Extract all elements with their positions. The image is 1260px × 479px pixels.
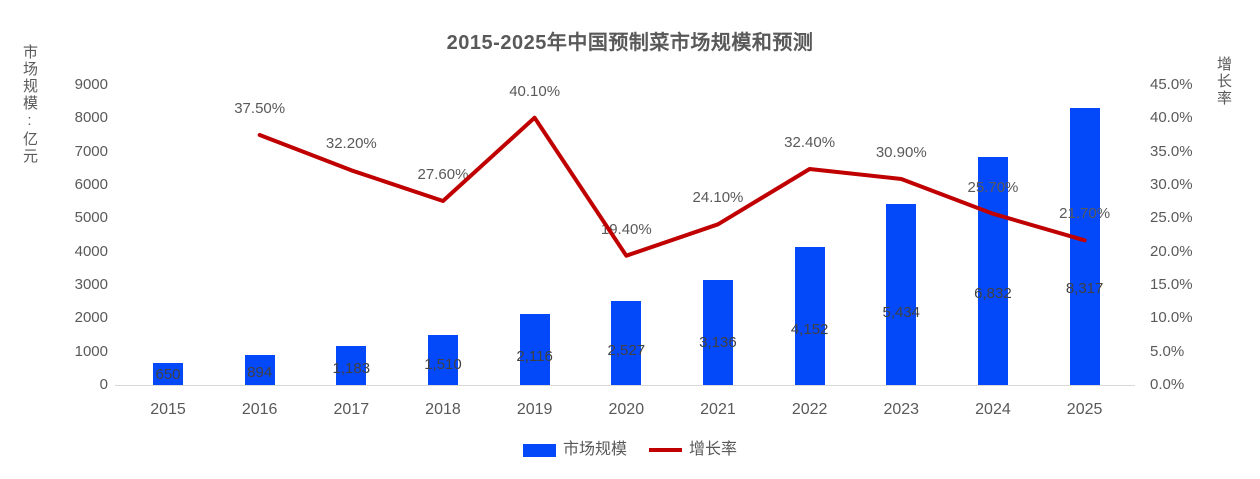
x-axis-tick: 2016 [241, 401, 278, 418]
y-axis-tick-left: 2000 [74, 309, 108, 327]
y-axis-tick-left: 3000 [74, 276, 108, 293]
line-value-label: 27.60% [417, 166, 469, 183]
line-value-label: 37.50% [234, 100, 286, 117]
x-axis-tick: 2025 [1066, 401, 1103, 418]
y-axis-tick-right: 45.0% [1150, 76, 1193, 93]
bar-2015 [153, 363, 183, 385]
y-axis-tick-right: 40.0% [1150, 109, 1193, 127]
line-value-label: 25.70% [967, 178, 1019, 196]
bar-value-label: 894 [247, 364, 273, 382]
line-value-label: 19.40% [600, 220, 652, 238]
x-axis-tick: 2015 [150, 401, 186, 418]
x-axis-tick: 2017 [333, 401, 370, 418]
legend-swatch-bar [522, 443, 556, 457]
y-axis-tick-left: 1000 [74, 342, 108, 360]
bar-2025 [1069, 107, 1100, 385]
x-axis-tick: 2021 [700, 401, 736, 418]
bar-2020 [611, 300, 642, 385]
x-axis-line [115, 385, 1135, 386]
bar-2018 [427, 334, 458, 385]
y-axis-tick-right: 5.0% [1150, 342, 1185, 360]
growth-rate-line [257, 115, 1087, 258]
line-value-label: 30.90% [875, 144, 927, 161]
bar-value-label: 5,434 [882, 303, 921, 321]
bar-2017 [336, 345, 367, 385]
bar-2019 [519, 314, 550, 385]
y-axis-tick-left: 8000 [74, 109, 108, 127]
y-axis-tick-left: 9000 [74, 76, 108, 93]
y-axis-tick-left: 4000 [74, 242, 108, 260]
x-axis-tick: 2020 [608, 401, 645, 418]
bar-value-label: 650 [155, 366, 181, 383]
line-value-label: 32.40% [784, 134, 836, 151]
y-axis-tick-left: 0 [99, 376, 108, 393]
x-axis-tick: 2022 [791, 401, 828, 418]
y-axis-tick-right: 30.0% [1150, 176, 1193, 193]
legend: 市场规模 增长率 [0, 441, 1260, 459]
bar-value-label: 1,510 [424, 355, 462, 373]
y-axis-tick-right: 20.0% [1150, 242, 1193, 260]
bar-value-label: 2,116 [516, 347, 553, 365]
left-axis-title: 市场规模:亿元 [21, 44, 38, 165]
line-value-label: 24.10% [692, 189, 744, 207]
bar-value-label: 6,832 [974, 284, 1012, 302]
y-axis-tick-right: 35.0% [1150, 142, 1193, 160]
legend-label-market-size: 市场规模 [562, 441, 627, 458]
bar-value-label: 2,527 [607, 342, 646, 360]
bar-2022 [794, 246, 825, 385]
bar-value-label: 3,136 [699, 334, 737, 352]
y-axis-tick-right: 15.0% [1150, 276, 1193, 293]
bar-2021 [702, 280, 733, 385]
line-value-label: 21.70% [1059, 205, 1111, 223]
x-axis-tick: 2023 [883, 401, 920, 418]
y-axis-tick-left: 6000 [74, 176, 108, 193]
x-axis-tick: 2019 [516, 401, 553, 418]
right-axis-title: 增长率 [1215, 56, 1232, 107]
chart-title: 2015-2025年中国预制菜市场规模和预测 [446, 32, 814, 54]
legend-item-market-size: 市场规模 [522, 441, 627, 459]
bar-value-label: 4,152 [790, 320, 829, 338]
line-value-label: 40.10% [509, 82, 561, 100]
y-axis-tick-right: 0.0% [1150, 376, 1185, 393]
legend-item-growth-rate: 增长率 [649, 441, 737, 459]
bar-2023 [886, 203, 917, 385]
line-value-label: 32.20% [325, 135, 377, 153]
legend-swatch-line [649, 448, 682, 452]
y-axis-tick-left: 7000 [74, 142, 108, 160]
x-axis-tick: 2024 [975, 401, 1011, 418]
y-axis-tick-left: 5000 [74, 209, 108, 227]
bar-value-label: 1,183 [332, 360, 371, 378]
y-axis-tick-right: 10.0% [1150, 309, 1193, 327]
x-axis-tick: 2018 [425, 401, 461, 418]
y-axis-tick-right: 25.0% [1150, 209, 1193, 227]
bar-value-label: 8,317 [1065, 280, 1104, 297]
legend-label-growth-rate: 增长率 [689, 441, 738, 458]
bar-2016 [244, 355, 275, 385]
